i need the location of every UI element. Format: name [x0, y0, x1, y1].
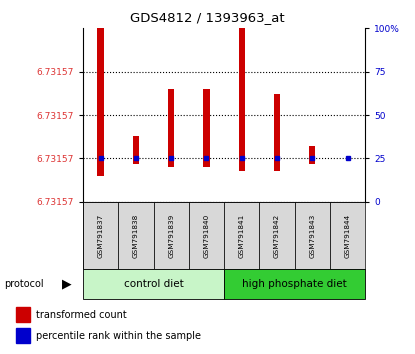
Text: high phosphate diet: high phosphate diet [242, 279, 347, 289]
Text: GSM791843: GSM791843 [309, 213, 315, 258]
Text: GDS4812 / 1393963_at: GDS4812 / 1393963_at [130, 11, 285, 24]
Bar [98, 28, 104, 176]
Bar [330, 202, 365, 269]
Text: GSM791838: GSM791838 [133, 213, 139, 258]
Bar [118, 202, 154, 269]
Text: percentile rank within the sample: percentile rank within the sample [36, 331, 201, 341]
Bar [295, 202, 330, 269]
Text: GSM791844: GSM791844 [344, 213, 351, 258]
Bar [83, 202, 118, 269]
Text: ▶: ▶ [61, 278, 71, 291]
Bar [224, 202, 259, 269]
Text: transformed count: transformed count [36, 309, 127, 320]
Text: GSM791839: GSM791839 [168, 213, 174, 258]
Bar [16, 328, 30, 343]
Text: protocol: protocol [4, 279, 44, 289]
Bar [16, 307, 30, 322]
Bar [203, 89, 210, 167]
Text: GSM791842: GSM791842 [274, 213, 280, 258]
Bar [133, 136, 139, 164]
Bar [154, 202, 189, 269]
Bar [274, 94, 280, 171]
Text: control diet: control diet [124, 279, 183, 289]
Bar [309, 146, 315, 164]
Text: GSM791837: GSM791837 [98, 213, 104, 258]
Text: GSM791840: GSM791840 [203, 213, 210, 258]
Bar [189, 202, 224, 269]
Text: GSM791841: GSM791841 [239, 213, 245, 258]
Bar [239, 28, 245, 171]
Bar [259, 202, 295, 269]
Bar [168, 89, 174, 167]
Bar [224, 269, 365, 299]
Bar [83, 269, 224, 299]
